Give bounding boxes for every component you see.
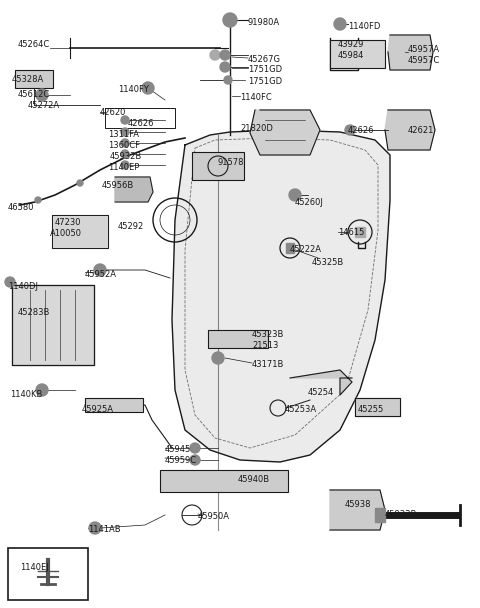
Polygon shape — [385, 110, 435, 150]
Text: 45938: 45938 — [345, 500, 372, 509]
Text: 91578: 91578 — [218, 158, 244, 167]
Text: 43171B: 43171B — [252, 360, 284, 369]
Text: 45222A: 45222A — [290, 245, 322, 254]
Text: 1140EJ: 1140EJ — [20, 563, 49, 572]
Text: 45932B: 45932B — [110, 152, 142, 161]
Text: 45264C: 45264C — [18, 40, 50, 49]
Bar — [208, 330, 268, 348]
Polygon shape — [250, 110, 320, 155]
Text: 1140KB: 1140KB — [10, 390, 42, 399]
Text: 46580: 46580 — [8, 203, 35, 212]
Text: 45933B: 45933B — [385, 510, 418, 519]
Text: 1140FY: 1140FY — [118, 85, 149, 94]
Polygon shape — [286, 243, 294, 253]
Polygon shape — [355, 398, 400, 416]
Circle shape — [36, 89, 48, 101]
Text: 45272A: 45272A — [28, 101, 60, 110]
Circle shape — [121, 128, 129, 136]
Circle shape — [289, 189, 301, 201]
Text: 45328A: 45328A — [12, 75, 44, 84]
Bar — [85, 398, 143, 412]
Text: 45925A: 45925A — [82, 405, 114, 414]
Text: 45254: 45254 — [308, 388, 334, 397]
Text: 45956B: 45956B — [102, 181, 134, 190]
Text: 42620: 42620 — [100, 108, 126, 117]
Text: 42626: 42626 — [128, 119, 155, 128]
Polygon shape — [172, 130, 390, 462]
Text: A10050: A10050 — [50, 229, 82, 238]
Circle shape — [210, 50, 220, 60]
Text: 1311FA: 1311FA — [108, 130, 139, 139]
Text: 1751GD: 1751GD — [248, 65, 282, 74]
Text: 45984: 45984 — [338, 51, 364, 60]
Bar — [15, 70, 53, 88]
Circle shape — [212, 352, 224, 364]
Circle shape — [121, 161, 129, 169]
Circle shape — [36, 384, 48, 396]
Polygon shape — [355, 227, 365, 237]
Circle shape — [77, 180, 83, 186]
Bar — [160, 470, 288, 492]
Text: 21820D: 21820D — [240, 124, 273, 133]
Text: 45950A: 45950A — [198, 512, 230, 521]
Text: 45260J: 45260J — [295, 198, 324, 207]
Text: 1751GD: 1751GD — [248, 77, 282, 86]
Polygon shape — [330, 490, 385, 530]
Polygon shape — [115, 177, 153, 202]
Circle shape — [121, 150, 129, 158]
Text: 1140DJ: 1140DJ — [8, 282, 38, 291]
Polygon shape — [375, 508, 385, 522]
Text: 45957C: 45957C — [408, 56, 440, 65]
Text: 42621: 42621 — [408, 126, 434, 135]
Polygon shape — [388, 35, 433, 70]
Circle shape — [345, 125, 355, 135]
Circle shape — [220, 50, 230, 60]
Text: 45325B: 45325B — [312, 258, 344, 267]
Circle shape — [190, 455, 200, 465]
Text: 1141AB: 1141AB — [88, 525, 120, 534]
Bar — [8, 548, 88, 600]
Text: 1140FC: 1140FC — [240, 93, 272, 102]
Circle shape — [142, 82, 154, 94]
Text: 1360CF: 1360CF — [108, 141, 140, 150]
Text: 91980A: 91980A — [248, 18, 280, 27]
Circle shape — [334, 18, 346, 30]
Polygon shape — [290, 370, 352, 395]
Text: 45253A: 45253A — [285, 405, 317, 414]
Circle shape — [223, 13, 237, 27]
Text: 14615: 14615 — [338, 228, 364, 237]
Text: 45945: 45945 — [165, 445, 191, 454]
Circle shape — [121, 116, 129, 124]
Circle shape — [35, 197, 41, 203]
Text: 45959C: 45959C — [165, 456, 197, 465]
Text: 45957A: 45957A — [408, 45, 440, 54]
Text: 45612C: 45612C — [18, 90, 50, 99]
Text: 45323B: 45323B — [252, 330, 284, 339]
Circle shape — [190, 443, 200, 453]
Text: 45952A: 45952A — [85, 270, 117, 279]
Circle shape — [220, 62, 230, 72]
Circle shape — [94, 264, 106, 276]
Text: 1140EP: 1140EP — [108, 163, 139, 172]
Text: 1140FD: 1140FD — [348, 22, 380, 31]
Text: 21513: 21513 — [252, 341, 278, 350]
Polygon shape — [12, 285, 94, 365]
Bar — [330, 40, 385, 68]
Circle shape — [121, 139, 129, 147]
Text: 42626: 42626 — [348, 126, 374, 135]
Text: 45283B: 45283B — [18, 308, 50, 317]
Polygon shape — [52, 215, 108, 248]
Text: 45940B: 45940B — [238, 475, 270, 484]
Text: 47230: 47230 — [55, 218, 82, 227]
Text: 45255: 45255 — [358, 405, 384, 414]
Bar — [192, 152, 244, 180]
Circle shape — [5, 277, 15, 287]
Text: 45267G: 45267G — [248, 55, 281, 64]
Text: 43929: 43929 — [338, 40, 364, 49]
Circle shape — [89, 522, 101, 534]
Text: 45292: 45292 — [118, 222, 144, 231]
Circle shape — [224, 76, 232, 84]
